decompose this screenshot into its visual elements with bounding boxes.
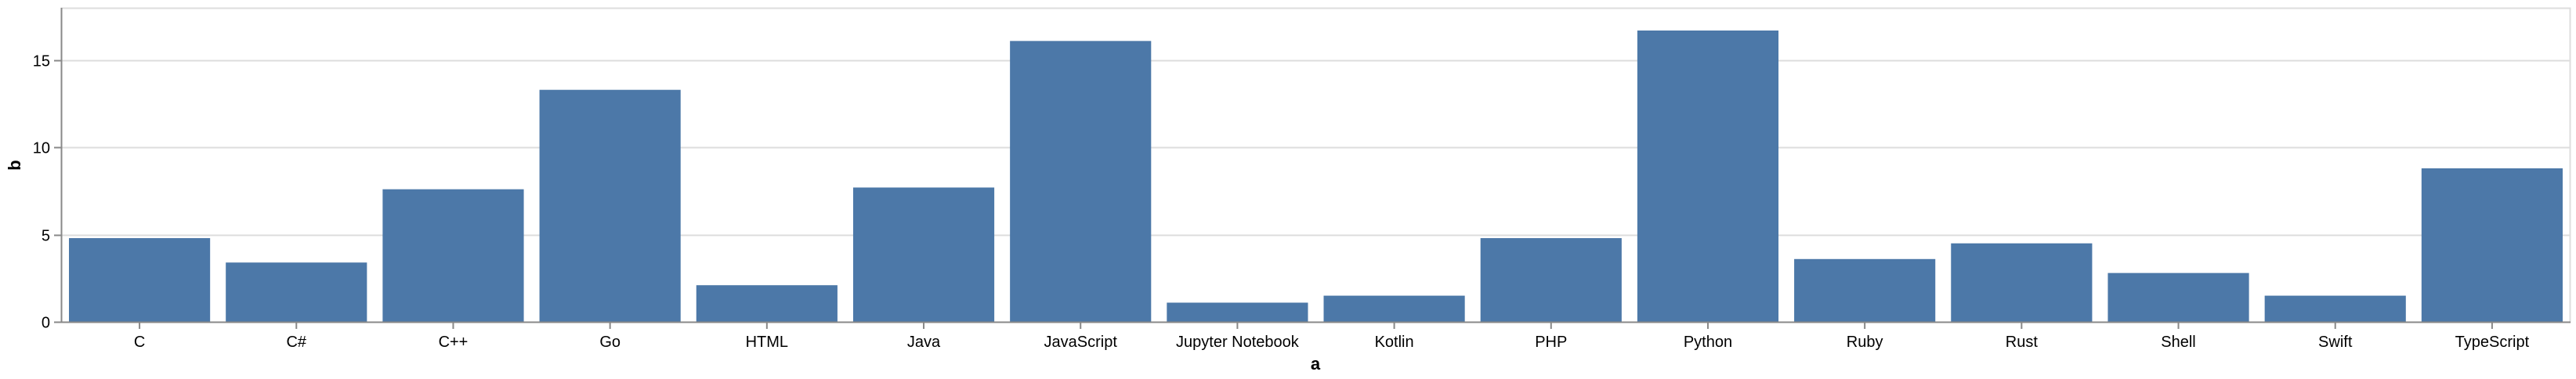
bars — [69, 30, 2563, 322]
x-tick-label: Ruby — [1847, 334, 1883, 351]
bar-java — [852, 187, 995, 322]
x-tick-label: Python — [1684, 334, 1732, 351]
x-tick-label: C — [134, 334, 145, 351]
x-axis-title: a — [1311, 354, 1321, 374]
bar-c — [226, 262, 367, 322]
bar-rust — [1951, 243, 2093, 322]
bar-ruby — [1794, 258, 1936, 322]
x-tick-label: Java — [907, 334, 941, 351]
y-tick-label: 15 — [33, 53, 50, 70]
bar-c — [382, 189, 524, 322]
x-tick-label: Rust — [2006, 334, 2039, 351]
x-tick-label: HTML — [746, 334, 788, 351]
y-axis: 0 5 10 15 — [33, 8, 63, 332]
y-axis-title: b — [5, 160, 24, 170]
bar-jupyter-notebook — [1167, 302, 1308, 322]
bar-python — [1637, 30, 1779, 322]
bar-kotlin — [1323, 295, 1465, 322]
bar-c — [69, 238, 211, 322]
x-tick-label: C++ — [439, 334, 469, 351]
y-tick-label: 0 — [42, 315, 50, 332]
bar-typescript — [2421, 168, 2563, 322]
bar-php — [1480, 238, 1622, 322]
bar-shell — [2107, 273, 2249, 322]
x-tick-label: Swift — [2318, 334, 2353, 351]
x-tick-label: Shell — [2161, 334, 2195, 351]
bar-go — [539, 89, 681, 322]
y-tick-label: 10 — [33, 140, 50, 157]
x-tick-label: TypeScript — [2455, 334, 2530, 351]
x-tick-label: Jupyter Notebook — [1176, 334, 1300, 351]
bar-javascript — [1010, 41, 1152, 322]
bar-swift — [2264, 295, 2406, 322]
x-axis: C C# C++ Go HTML Java JavaScript Jupyter Notebo… — [61, 321, 2571, 351]
x-tick-label: C# — [286, 334, 306, 351]
y-tick-label: 5 — [42, 228, 50, 245]
bar-html — [696, 285, 838, 322]
x-tick-label: Kotlin — [1375, 334, 1414, 351]
x-tick-label: Go — [599, 334, 620, 351]
x-tick-label: JavaScript — [1044, 334, 1118, 351]
x-tick-label: PHP — [1535, 334, 1567, 351]
